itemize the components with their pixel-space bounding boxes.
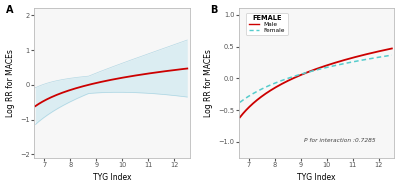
X-axis label: TYG Index: TYG Index bbox=[93, 174, 131, 182]
Text: B: B bbox=[210, 5, 218, 15]
X-axis label: TYG Index: TYG Index bbox=[297, 174, 336, 182]
Text: P for interaction :0.7285: P for interaction :0.7285 bbox=[304, 138, 376, 143]
Text: A: A bbox=[6, 5, 14, 15]
Legend: Male, Female: Male, Female bbox=[246, 13, 288, 36]
Y-axis label: Log RR for MACEs: Log RR for MACEs bbox=[6, 49, 14, 117]
Y-axis label: Log RR for MACEs: Log RR for MACEs bbox=[204, 49, 213, 117]
